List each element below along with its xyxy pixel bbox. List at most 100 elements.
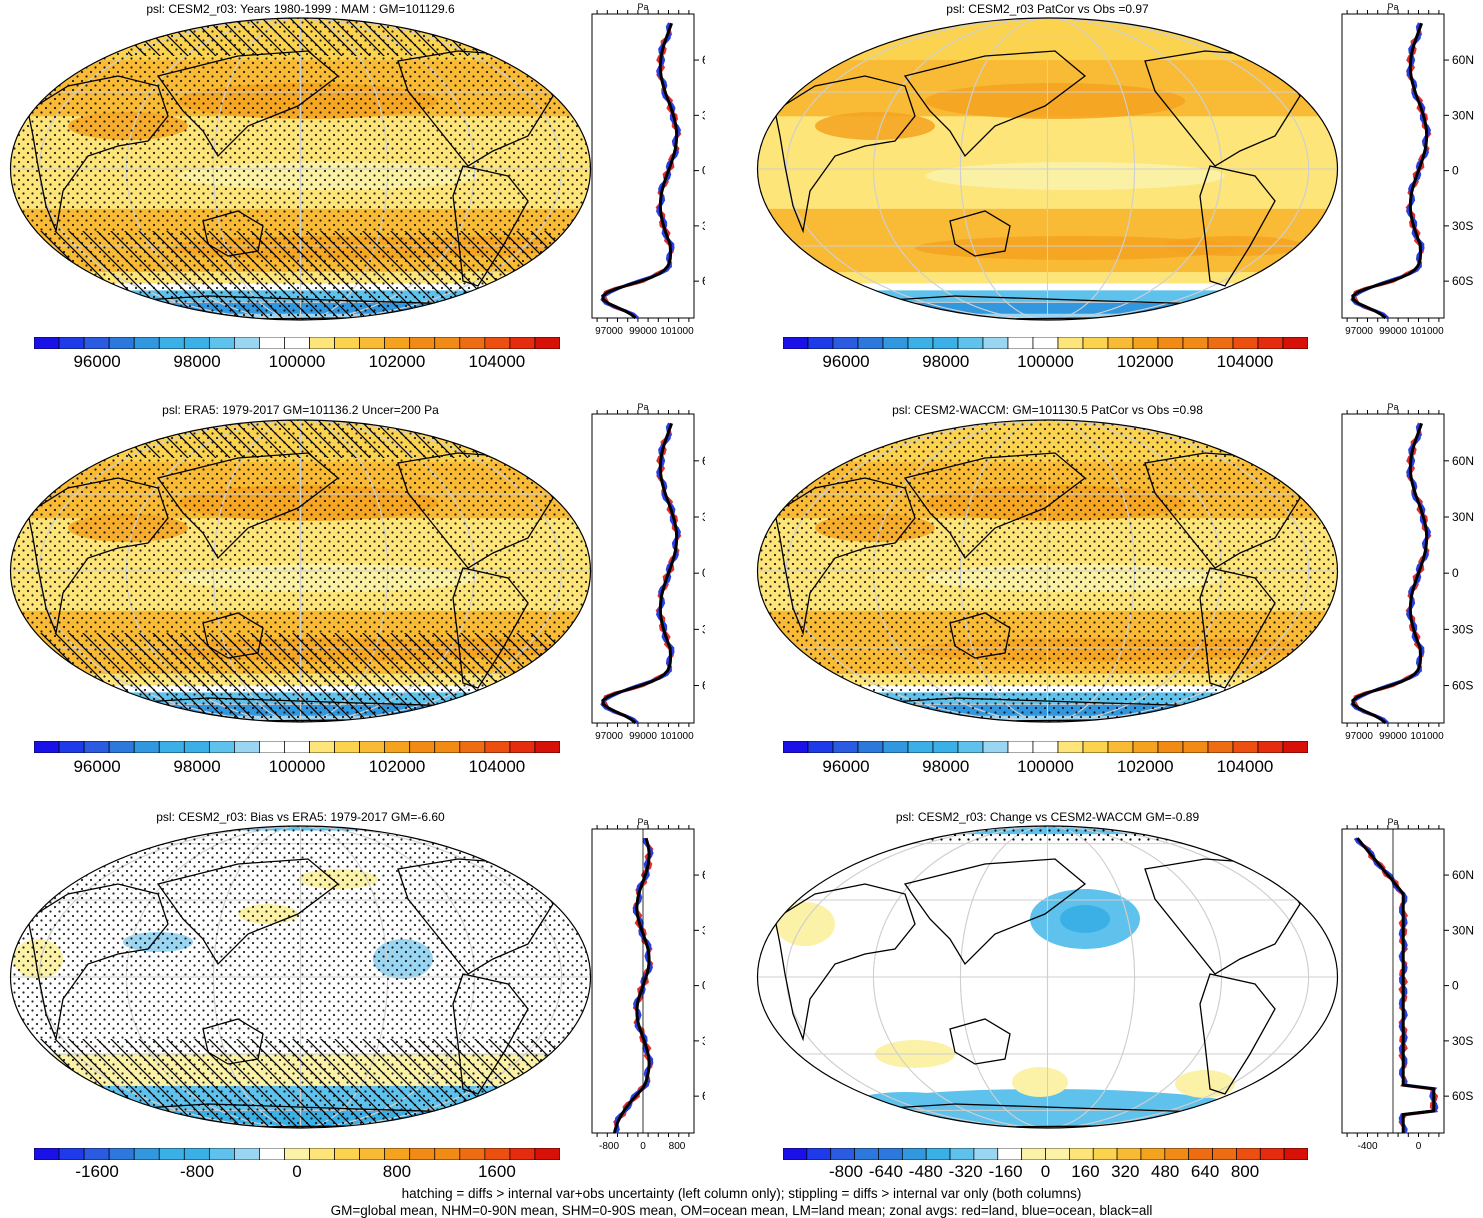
colorbar-cell bbox=[882, 741, 909, 753]
colorbar-cell bbox=[284, 741, 310, 753]
colorbar-tick-label: -640 bbox=[868, 1162, 903, 1181]
colorbar-tick-label: 640 bbox=[1190, 1162, 1220, 1181]
colorbar-cell bbox=[907, 337, 934, 349]
lat-tick-label: 30S bbox=[702, 1034, 705, 1048]
colorbar-cell bbox=[208, 741, 235, 753]
hatch-overlay bbox=[38, 231, 558, 320]
colorbar-tick-label: 102000 bbox=[1116, 352, 1174, 371]
lat-tick-label: 0 bbox=[702, 979, 705, 993]
colorbar-cell bbox=[108, 1148, 135, 1160]
colorbar-4 bbox=[783, 741, 1308, 753]
colorbar-cell bbox=[857, 337, 884, 349]
colorbar-cell bbox=[783, 337, 809, 349]
colorbar-tick-label: -480 bbox=[908, 1162, 943, 1181]
high-pressure-cell bbox=[815, 112, 935, 140]
colorbar-cell bbox=[949, 1148, 975, 1160]
colorbar-cell bbox=[484, 1148, 511, 1160]
colorbar-cell bbox=[534, 1148, 560, 1160]
colorbar-tick-label: 98000 bbox=[173, 352, 221, 371]
colorbar-cell bbox=[259, 337, 285, 349]
x-tick-label: 101000 bbox=[660, 326, 694, 337]
lat-tick-label: 60N bbox=[1452, 454, 1474, 468]
colorbar-cell bbox=[1212, 1148, 1237, 1160]
colorbar-cell bbox=[208, 1148, 235, 1160]
colorbar-cell bbox=[1082, 337, 1109, 349]
colorbar-cell bbox=[409, 337, 436, 349]
colorbar-tick-label: 102000 bbox=[368, 352, 426, 371]
colorbar-cell bbox=[334, 1148, 360, 1160]
panel-title-4: psl: CESM2-WACCM: GM=101130.5 PatCor vs … bbox=[892, 403, 1203, 417]
colorbar-cell bbox=[509, 337, 536, 349]
colorbar-cell bbox=[932, 337, 959, 349]
colorbar-cell bbox=[1207, 337, 1234, 349]
map-outline bbox=[9, 419, 592, 723]
lat-tick-label: 30S bbox=[702, 219, 705, 233]
footnote-line-2: GM=global mean, NHM=0-90N mean, SHM=0-90… bbox=[330, 1203, 1153, 1218]
colorbar-cell bbox=[208, 337, 235, 349]
map-outline bbox=[756, 825, 1339, 1129]
hatch-overlay bbox=[38, 1039, 558, 1128]
colorbar-cell bbox=[1283, 1148, 1308, 1160]
zonal-frame bbox=[591, 413, 695, 724]
colorbar-labels-5: -1600 -800 0 800 1600 bbox=[34, 1162, 560, 1184]
colorbar-cell bbox=[1182, 337, 1209, 349]
colorbar-tick-label: 104000 bbox=[468, 352, 526, 371]
panel-title-2: psl: CESM2_r03 PatCor vs Obs =0.97 bbox=[946, 2, 1149, 16]
colorbar-cell bbox=[1182, 741, 1209, 753]
colorbar-cell bbox=[434, 741, 461, 753]
colorbar-cell bbox=[108, 741, 135, 753]
zonal-mean-all-line bbox=[1351, 22, 1429, 320]
colorbar-tick-label: 0 bbox=[1040, 1162, 1051, 1181]
colorbar-cell bbox=[509, 1148, 536, 1160]
colorbar-cell bbox=[1069, 1148, 1094, 1160]
colorbar-2 bbox=[783, 337, 1308, 349]
colorbar-cell bbox=[459, 1148, 486, 1160]
colorbar-cell bbox=[1021, 1148, 1046, 1160]
colorbar-labels-6: -800 -640 -480 -320 -160 0 160 320 480 640 800 bbox=[783, 1162, 1308, 1184]
colorbar-cell bbox=[34, 741, 60, 753]
colorbar-cell bbox=[783, 1148, 808, 1160]
lat-tick-label: 60N bbox=[702, 868, 705, 882]
colorbar-cell bbox=[83, 1148, 110, 1160]
coastline bbox=[774, 883, 916, 1042]
zonal-mean-all-line bbox=[1351, 422, 1429, 725]
zonal-frame bbox=[1341, 413, 1445, 724]
x-tick-label: -800 bbox=[599, 1141, 619, 1152]
colorbar-tick-label: 96000 bbox=[73, 352, 121, 371]
colorbar-cell bbox=[384, 337, 411, 349]
colorbar-cell bbox=[1236, 1148, 1261, 1160]
lat-tick-label: 60S bbox=[702, 274, 705, 288]
zonal-unit-label: Pa bbox=[1387, 2, 1398, 12]
positive-anomaly bbox=[775, 902, 835, 946]
colorbar-cell bbox=[284, 1148, 310, 1160]
lat-tick-label: 60N bbox=[702, 454, 705, 468]
positive-anomaly bbox=[1175, 1070, 1235, 1098]
colorbar-cell bbox=[259, 741, 285, 753]
colorbar-cell bbox=[1032, 741, 1059, 753]
colorbar-tick-label: 160 bbox=[1071, 1162, 1100, 1181]
colorbar-tick-label: 100000 bbox=[268, 352, 326, 371]
colorbar-cell bbox=[1057, 337, 1084, 349]
colorbar-cell bbox=[1257, 337, 1284, 349]
lat-tick-label: 60S bbox=[1452, 274, 1473, 288]
colorbar-cell bbox=[83, 337, 110, 349]
colorbar-tick-label: 104000 bbox=[1216, 352, 1274, 371]
colorbar-tick-label: 104000 bbox=[1216, 757, 1274, 776]
zonal-unit-label: Pa bbox=[637, 2, 648, 12]
colorbar-cell bbox=[1282, 741, 1308, 753]
colorbar-tick-label: -800 bbox=[828, 1162, 864, 1181]
graticule-lon bbox=[785, 18, 1310, 320]
lat-tick-label: 30N bbox=[702, 510, 705, 524]
x-tick-label: 101000 bbox=[1410, 731, 1444, 742]
map-outline bbox=[756, 419, 1339, 723]
panel-title-1: psl: CESM2_r03: Years 1980-1999 : MAM : … bbox=[146, 2, 455, 16]
colorbar-cell bbox=[1082, 741, 1109, 753]
colorbar-cell bbox=[1232, 337, 1259, 349]
colorbar-tick-label: 98000 bbox=[922, 757, 970, 776]
colorbar-cell bbox=[932, 741, 959, 753]
x-tick-label: 101000 bbox=[660, 731, 694, 742]
colorbar-cell bbox=[484, 741, 511, 753]
colorbar-cell bbox=[1132, 741, 1159, 753]
x-tick-label: 99000 bbox=[1379, 326, 1407, 337]
